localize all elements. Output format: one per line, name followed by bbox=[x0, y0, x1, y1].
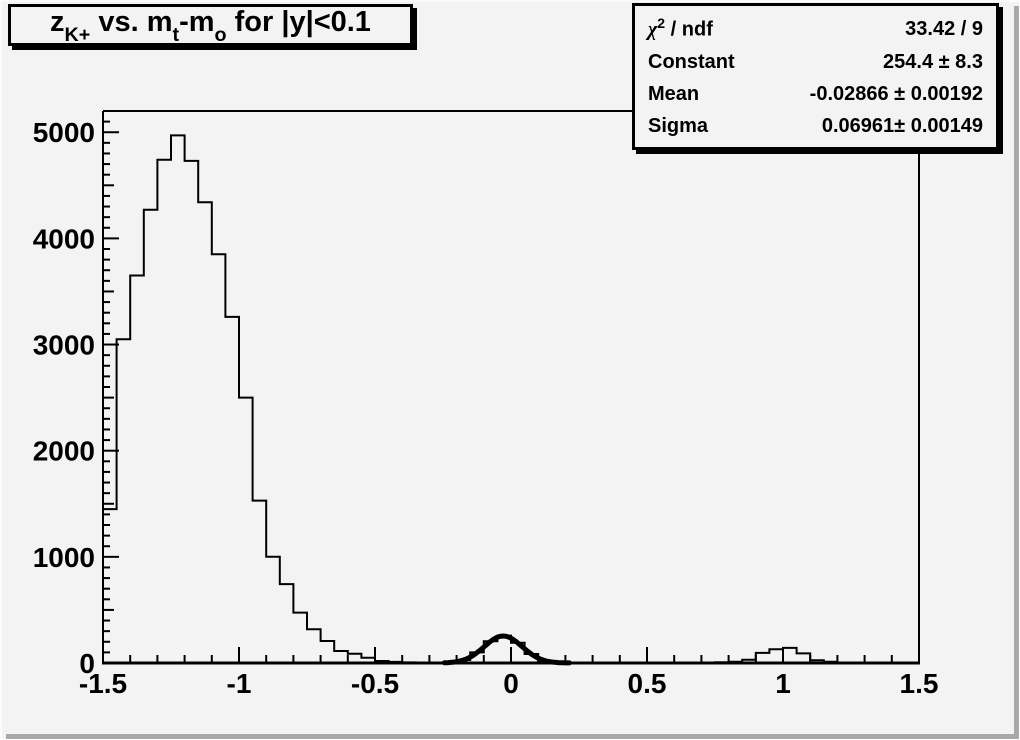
x-tick-label: 0.5 bbox=[628, 668, 667, 699]
fit-curve bbox=[441, 633, 572, 666]
title-text: zK+ vs. mt-mo for |y|<0.1 bbox=[50, 6, 371, 47]
y-tick-label: 3000 bbox=[33, 330, 95, 361]
canvas-shadow-bottom bbox=[6, 734, 1019, 739]
stats-label-sigma: Sigma bbox=[648, 115, 709, 138]
y-tick-label: 1000 bbox=[33, 542, 95, 573]
x-tick-label: 1.5 bbox=[900, 668, 939, 699]
y-tick-label: 0 bbox=[79, 648, 95, 679]
stats-row-constant: Constant 254.4 ± 8.3 bbox=[648, 51, 983, 74]
canvas-highlight-top bbox=[0, 0, 1020, 2]
stats-label-mean: Mean bbox=[648, 82, 700, 105]
stats-value-chi2: 33.42 / 9 bbox=[905, 18, 983, 41]
stats-box[interactable]: χ2 / ndf 33.42 / 9 Constant 254.4 ± 8.3 … bbox=[632, 3, 999, 150]
y-tick-label: 4000 bbox=[33, 223, 95, 254]
x-tick-label: 0 bbox=[503, 668, 519, 699]
x-tick-label: -1 bbox=[227, 668, 252, 699]
canvas-highlight-left bbox=[0, 0, 2, 740]
y-tick-label: 5000 bbox=[33, 117, 95, 148]
stats-row-sigma: Sigma 0.06961± 0.00149 bbox=[648, 115, 983, 138]
x-tick-label: -0.5 bbox=[351, 668, 399, 699]
canvas-shadow-right bbox=[1014, 6, 1019, 739]
stats-value-sigma: 0.06961± 0.00149 bbox=[821, 115, 983, 138]
stats-value-mean: -0.02866 ± 0.00192 bbox=[809, 82, 983, 105]
stats-row-mean: Mean -0.02866 ± 0.00192 bbox=[648, 83, 983, 106]
stats-label-constant: Constant bbox=[648, 50, 735, 73]
stats-value-constant: 254.4 ± 8.3 bbox=[883, 50, 983, 73]
stats-label-chi2: χ2 / ndf bbox=[648, 14, 713, 41]
histogram-line bbox=[102, 134, 919, 664]
stats-row-chi2: χ2 / ndf 33.42 / 9 bbox=[648, 15, 983, 42]
title-box[interactable]: zK+ vs. mt-mo for |y|<0.1 bbox=[8, 4, 413, 46]
x-tick-label: 1 bbox=[775, 668, 791, 699]
y-tick-label: 2000 bbox=[33, 436, 95, 467]
x-tick-label: -1.5 bbox=[79, 668, 127, 699]
